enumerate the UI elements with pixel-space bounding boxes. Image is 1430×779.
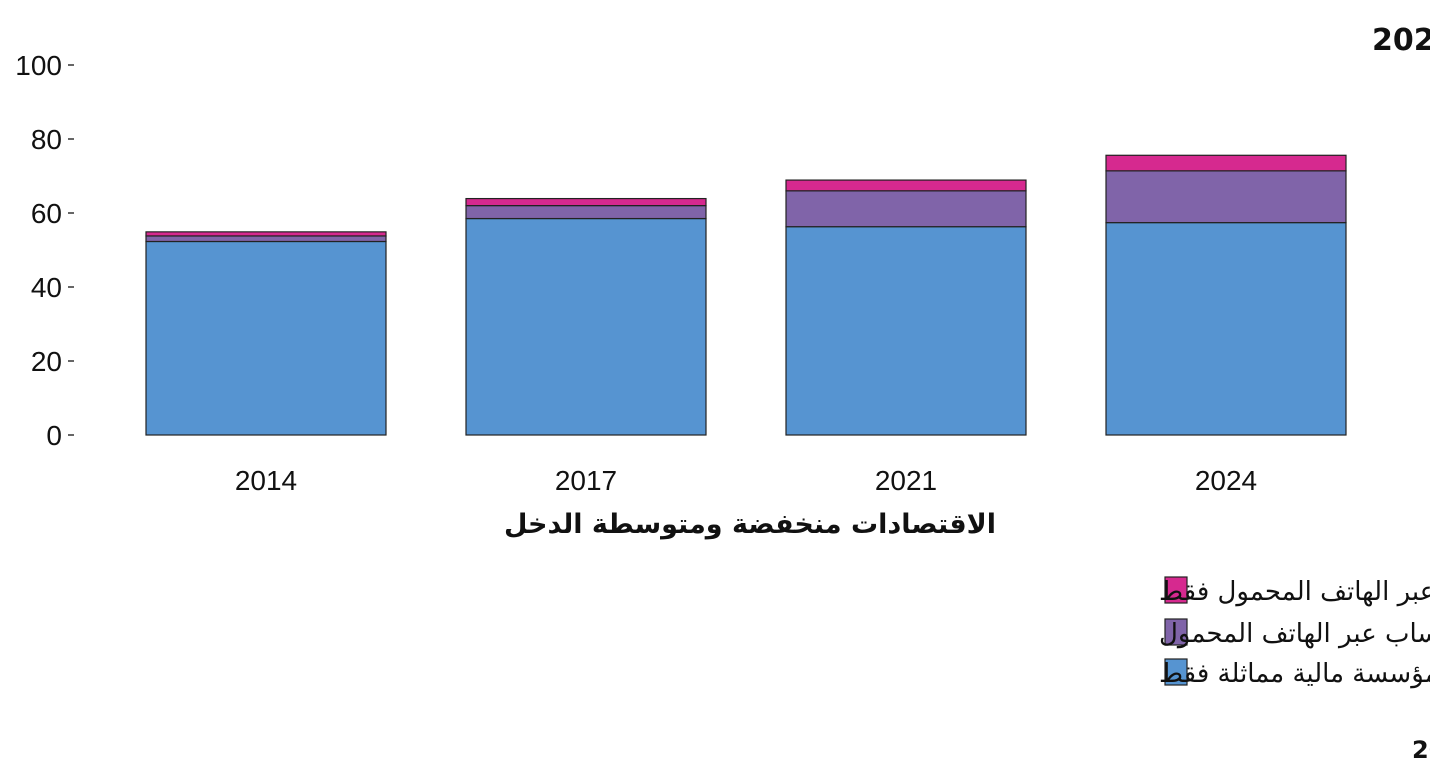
bar-segment-2021-series-0	[785, 226, 1027, 436]
x-axis-label: الاقتصادات منخفضة ومتوسطة الدخل	[504, 509, 996, 540]
legend-swatch	[1164, 618, 1188, 646]
bar-segment-2014-series-0	[145, 240, 387, 436]
chart-title: البالغون الذين لديهم حسابات (نسبة مئوية)…	[1372, 23, 1430, 58]
source-note: المصدر: قاعدة بيانات المؤشر العالمي للشم…	[1412, 736, 1430, 764]
bar-segment-2017-series-1	[465, 205, 707, 220]
bar-segment-2014-series-1	[145, 235, 387, 243]
x-tick-label: 2021	[875, 465, 937, 496]
legend-swatch	[1164, 576, 1188, 604]
legend-entry-label: حساب مصرفي أو حساب لدى مؤسسة مالية مماثل…	[1159, 655, 1430, 689]
y-tick-label: 40	[31, 272, 62, 303]
y-tick-label: 0	[46, 420, 62, 451]
legend: حساب مالي عبر الهاتف المحمول فقط حساب مصر…	[1159, 576, 1430, 689]
bar-segment-2017-series-2	[465, 197, 707, 207]
x-tick-label: 2017	[555, 465, 617, 496]
y-tick-label: 80	[31, 124, 62, 155]
bar-segment-2024-series-2	[1105, 154, 1347, 172]
x-tick-label: 2014	[235, 465, 297, 496]
legend-entry-label: حساب مصرفي أو حساب لدى مؤسسة مالية مماثل…	[1159, 615, 1430, 649]
bar-segment-2017-series-0	[465, 217, 707, 436]
bar-segment-2021-series-2	[785, 179, 1027, 192]
x-tick-label: 2024	[1195, 465, 1257, 496]
legend-entry-label: حساب مالي عبر الهاتف المحمول فقط	[1159, 577, 1430, 607]
y-tick-label: 100	[15, 50, 62, 81]
y-axis: 0 20 40 60 80 100	[15, 50, 74, 451]
y-tick-label: 60	[31, 198, 62, 229]
bar-segment-2021-series-1	[785, 190, 1027, 228]
bar-segment-2024-series-1	[1105, 170, 1347, 224]
bar-segment-2024-series-0	[1105, 222, 1347, 436]
x-axis: 2014 2017 2021 2024	[235, 465, 1257, 496]
bars	[145, 154, 1347, 436]
legend-swatch	[1164, 658, 1188, 686]
y-tick-label: 20	[31, 346, 62, 377]
bar-segment-2014-series-2	[145, 231, 387, 237]
